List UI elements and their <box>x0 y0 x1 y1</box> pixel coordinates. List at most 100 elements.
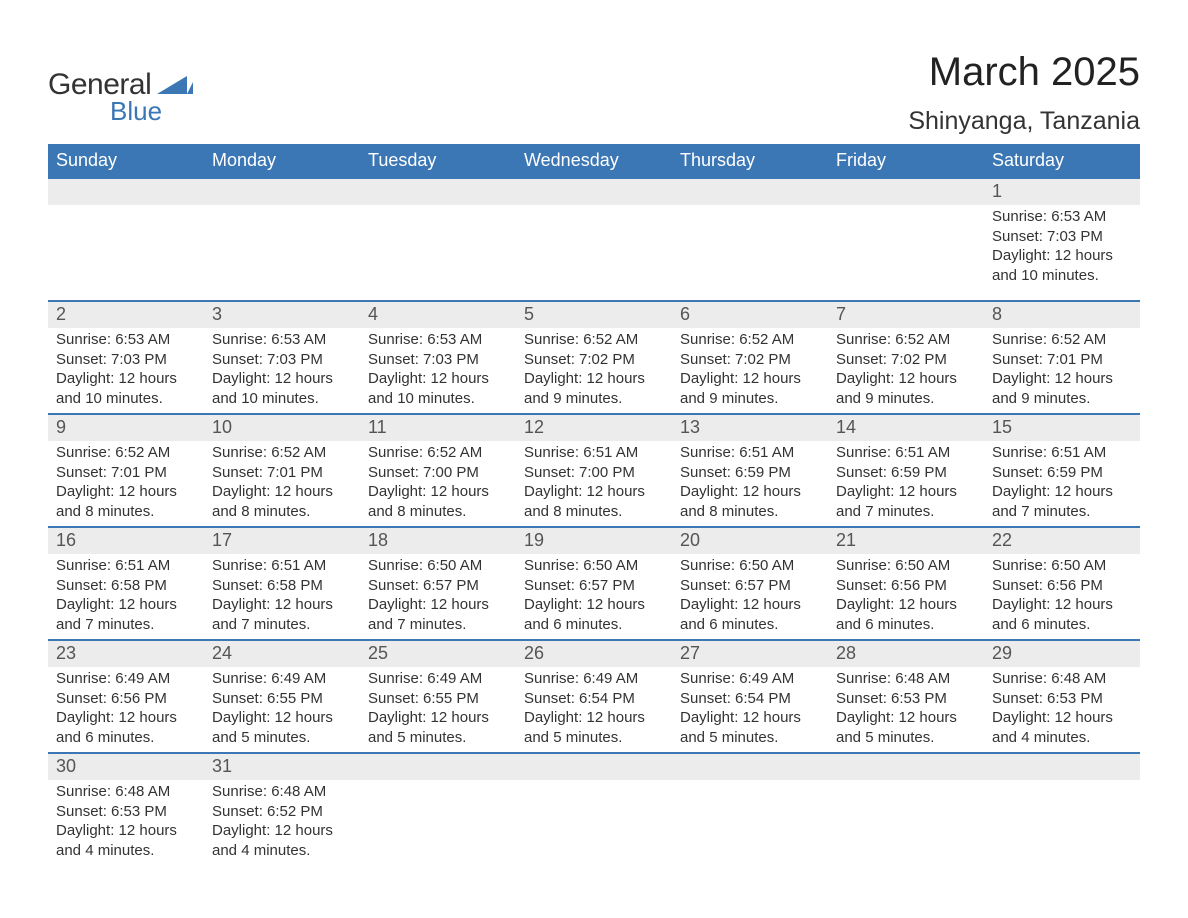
day-detail-cell: Sunrise: 6:51 AM Sunset: 7:00 PM Dayligh… <box>516 441 672 527</box>
day-detail-cell: Sunrise: 6:52 AM Sunset: 7:01 PM Dayligh… <box>204 441 360 527</box>
daynum-row: 3031 <box>48 753 1140 780</box>
day-number-cell: 7 <box>828 301 984 328</box>
col-monday: Monday <box>204 145 360 178</box>
day-number-cell: 25 <box>360 640 516 667</box>
daynum-row: 1 <box>48 178 1140 205</box>
day-number-cell: 15 <box>984 414 1140 441</box>
daynum-row: 23242526272829 <box>48 640 1140 667</box>
day-detail-cell: Sunrise: 6:51 AM Sunset: 6:58 PM Dayligh… <box>48 554 204 640</box>
detail-row: Sunrise: 6:51 AM Sunset: 6:58 PM Dayligh… <box>48 554 1140 640</box>
day-number-cell <box>672 178 828 205</box>
daynum-row: 2345678 <box>48 301 1140 328</box>
day-number-cell: 27 <box>672 640 828 667</box>
day-number-cell: 8 <box>984 301 1140 328</box>
day-detail-cell <box>204 205 360 301</box>
logo: General Blue <box>48 68 193 127</box>
day-detail-cell: Sunrise: 6:52 AM Sunset: 7:00 PM Dayligh… <box>360 441 516 527</box>
day-detail-cell: Sunrise: 6:50 AM Sunset: 6:57 PM Dayligh… <box>360 554 516 640</box>
day-detail-cell <box>48 205 204 301</box>
page-title: March 2025 <box>908 50 1140 95</box>
day-detail-cell <box>516 205 672 301</box>
day-number-cell: 11 <box>360 414 516 441</box>
detail-row: Sunrise: 6:53 AM Sunset: 7:03 PM Dayligh… <box>48 328 1140 414</box>
col-wednesday: Wednesday <box>516 145 672 178</box>
day-number-cell <box>672 753 828 780</box>
daynum-row: 16171819202122 <box>48 527 1140 554</box>
daynum-row: 9101112131415 <box>48 414 1140 441</box>
day-number-cell: 6 <box>672 301 828 328</box>
day-number-cell: 17 <box>204 527 360 554</box>
logo-text-bottom: Blue <box>110 96 193 127</box>
day-number-cell: 12 <box>516 414 672 441</box>
logo-triangle-icon <box>157 72 193 94</box>
day-detail-cell: Sunrise: 6:52 AM Sunset: 7:02 PM Dayligh… <box>828 328 984 414</box>
day-number-cell: 19 <box>516 527 672 554</box>
detail-row: Sunrise: 6:49 AM Sunset: 6:56 PM Dayligh… <box>48 667 1140 753</box>
day-detail-cell: Sunrise: 6:52 AM Sunset: 7:01 PM Dayligh… <box>48 441 204 527</box>
day-detail-cell <box>672 780 828 866</box>
detail-row: Sunrise: 6:48 AM Sunset: 6:53 PM Dayligh… <box>48 780 1140 866</box>
day-number-cell: 9 <box>48 414 204 441</box>
day-detail-cell: Sunrise: 6:53 AM Sunset: 7:03 PM Dayligh… <box>984 205 1140 301</box>
day-detail-cell: Sunrise: 6:48 AM Sunset: 6:53 PM Dayligh… <box>48 780 204 866</box>
day-detail-cell: Sunrise: 6:48 AM Sunset: 6:53 PM Dayligh… <box>828 667 984 753</box>
detail-row: Sunrise: 6:53 AM Sunset: 7:03 PM Dayligh… <box>48 205 1140 301</box>
day-number-cell: 29 <box>984 640 1140 667</box>
col-saturday: Saturday <box>984 145 1140 178</box>
day-detail-cell <box>828 205 984 301</box>
day-detail-cell: Sunrise: 6:50 AM Sunset: 6:57 PM Dayligh… <box>516 554 672 640</box>
day-detail-cell: Sunrise: 6:51 AM Sunset: 6:58 PM Dayligh… <box>204 554 360 640</box>
day-detail-cell: Sunrise: 6:52 AM Sunset: 7:01 PM Dayligh… <box>984 328 1140 414</box>
day-number-cell: 24 <box>204 640 360 667</box>
day-detail-cell <box>516 780 672 866</box>
day-number-cell: 31 <box>204 753 360 780</box>
day-detail-cell: Sunrise: 6:49 AM Sunset: 6:54 PM Dayligh… <box>516 667 672 753</box>
day-detail-cell <box>828 780 984 866</box>
day-detail-cell: Sunrise: 6:53 AM Sunset: 7:03 PM Dayligh… <box>48 328 204 414</box>
day-number-cell: 16 <box>48 527 204 554</box>
calendar-table: Sunday Monday Tuesday Wednesday Thursday… <box>48 144 1140 866</box>
day-number-cell <box>360 753 516 780</box>
day-number-cell <box>828 178 984 205</box>
day-detail-cell <box>360 205 516 301</box>
day-number-cell: 20 <box>672 527 828 554</box>
day-number-cell: 23 <box>48 640 204 667</box>
detail-row: Sunrise: 6:52 AM Sunset: 7:01 PM Dayligh… <box>48 441 1140 527</box>
day-detail-cell: Sunrise: 6:49 AM Sunset: 6:55 PM Dayligh… <box>360 667 516 753</box>
day-number-cell: 1 <box>984 178 1140 205</box>
day-number-cell: 21 <box>828 527 984 554</box>
day-number-cell: 3 <box>204 301 360 328</box>
col-thursday: Thursday <box>672 145 828 178</box>
day-detail-cell: Sunrise: 6:51 AM Sunset: 6:59 PM Dayligh… <box>828 441 984 527</box>
day-number-cell <box>516 178 672 205</box>
day-detail-cell <box>984 780 1140 866</box>
day-number-cell <box>360 178 516 205</box>
calendar-header-row: Sunday Monday Tuesday Wednesday Thursday… <box>48 145 1140 178</box>
day-number-cell <box>516 753 672 780</box>
day-detail-cell: Sunrise: 6:51 AM Sunset: 6:59 PM Dayligh… <box>672 441 828 527</box>
day-detail-cell: Sunrise: 6:51 AM Sunset: 6:59 PM Dayligh… <box>984 441 1140 527</box>
day-number-cell: 28 <box>828 640 984 667</box>
day-number-cell: 14 <box>828 414 984 441</box>
day-detail-cell: Sunrise: 6:50 AM Sunset: 6:57 PM Dayligh… <box>672 554 828 640</box>
day-number-cell: 5 <box>516 301 672 328</box>
day-detail-cell: Sunrise: 6:50 AM Sunset: 6:56 PM Dayligh… <box>984 554 1140 640</box>
day-detail-cell: Sunrise: 6:53 AM Sunset: 7:03 PM Dayligh… <box>204 328 360 414</box>
day-number-cell: 10 <box>204 414 360 441</box>
day-detail-cell <box>360 780 516 866</box>
day-number-cell <box>204 178 360 205</box>
day-detail-cell: Sunrise: 6:53 AM Sunset: 7:03 PM Dayligh… <box>360 328 516 414</box>
day-detail-cell: Sunrise: 6:48 AM Sunset: 6:53 PM Dayligh… <box>984 667 1140 753</box>
day-detail-cell <box>672 205 828 301</box>
day-detail-cell: Sunrise: 6:52 AM Sunset: 7:02 PM Dayligh… <box>672 328 828 414</box>
day-number-cell <box>984 753 1140 780</box>
header: General Blue March 2025 Shinyanga, Tanza… <box>48 50 1140 136</box>
day-detail-cell: Sunrise: 6:49 AM Sunset: 6:54 PM Dayligh… <box>672 667 828 753</box>
col-tuesday: Tuesday <box>360 145 516 178</box>
day-number-cell: 30 <box>48 753 204 780</box>
day-number-cell: 4 <box>360 301 516 328</box>
day-number-cell: 13 <box>672 414 828 441</box>
day-detail-cell: Sunrise: 6:49 AM Sunset: 6:56 PM Dayligh… <box>48 667 204 753</box>
day-number-cell: 2 <box>48 301 204 328</box>
col-friday: Friday <box>828 145 984 178</box>
